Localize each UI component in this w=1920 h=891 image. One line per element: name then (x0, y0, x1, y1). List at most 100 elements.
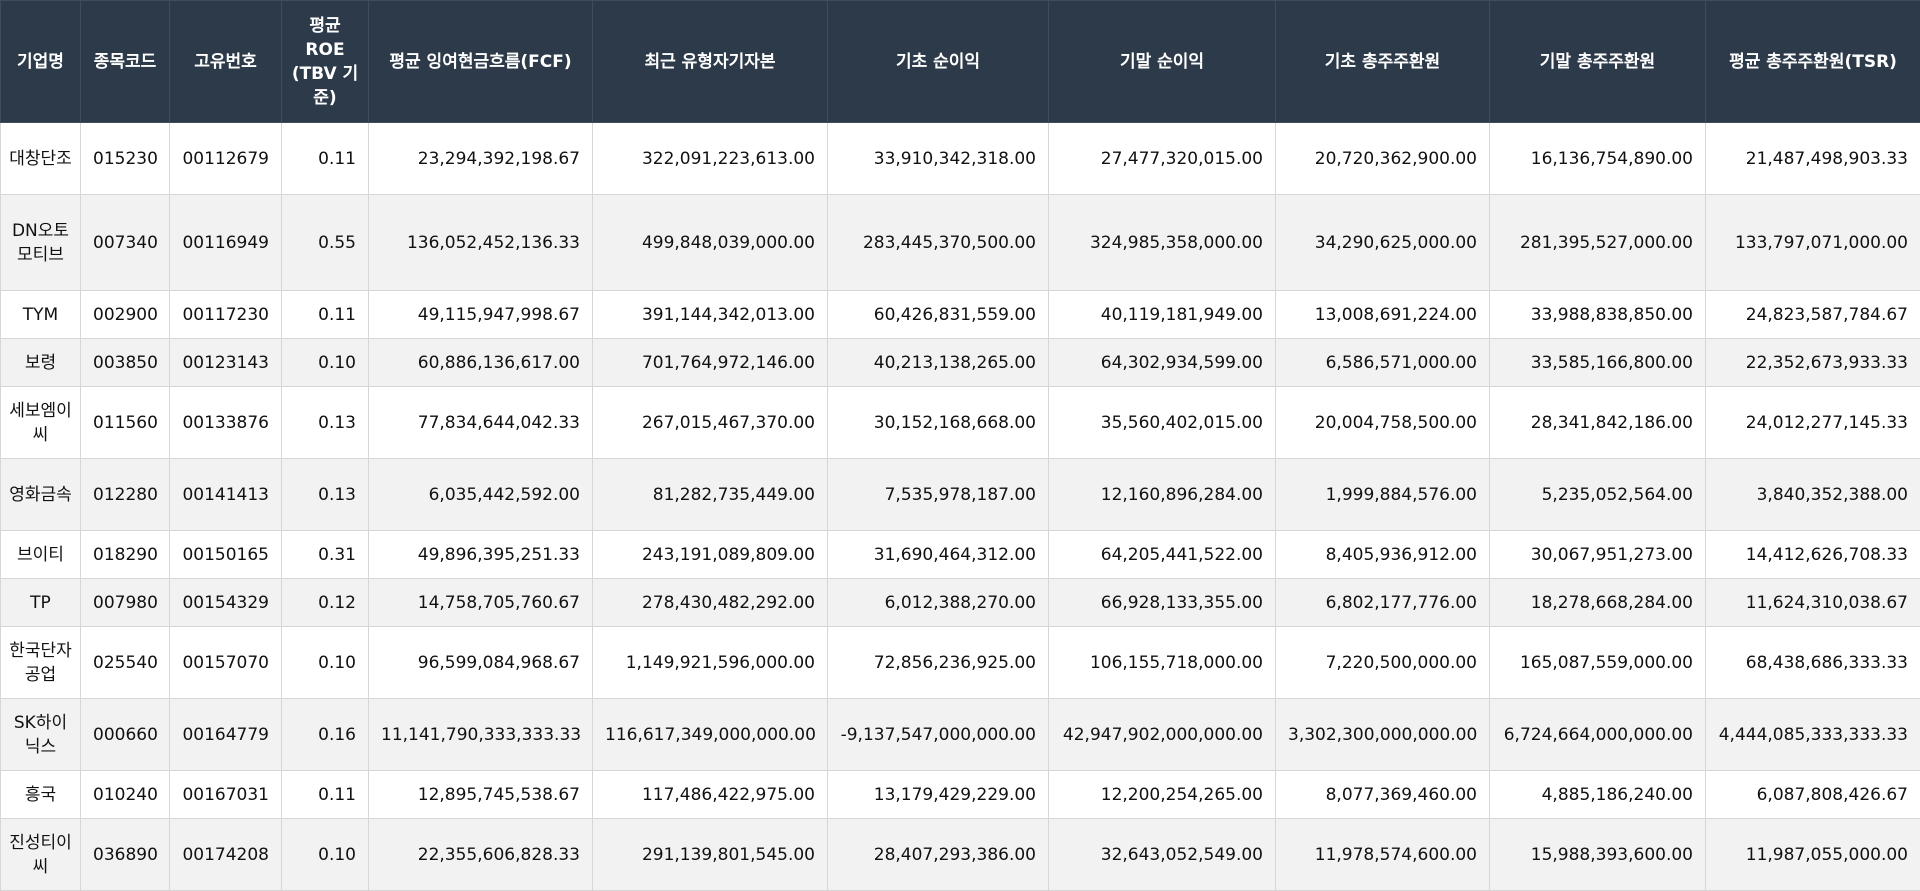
cell-stock-code: 000660 (81, 699, 170, 771)
cell-begin-shareholder-return: 34,290,625,000.00 (1276, 195, 1490, 291)
cell-end-net-income: 35,560,402,015.00 (1049, 387, 1276, 459)
cell-tangible-equity: 116,617,349,000,000.00 (593, 699, 828, 771)
header-end-shareholder-return[interactable]: 기말 총주주환원 (1490, 1, 1706, 123)
cell-avg-fcf: 49,896,395,251.33 (369, 531, 593, 579)
cell-corp-code: 00116949 (170, 195, 282, 291)
cell-end-shareholder-return: 165,087,559,000.00 (1490, 627, 1706, 699)
cell-stock-code: 007340 (81, 195, 170, 291)
cell-company-name: 대창단조 (1, 123, 81, 195)
cell-begin-net-income: 30,152,168,668.00 (828, 387, 1049, 459)
cell-avg-fcf: 96,599,084,968.67 (369, 627, 593, 699)
cell-begin-shareholder-return: 20,004,758,500.00 (1276, 387, 1490, 459)
cell-begin-net-income: 13,179,429,229.00 (828, 771, 1049, 819)
cell-company-name: DN오토모티브 (1, 195, 81, 291)
cell-tangible-equity: 701,764,972,146.00 (593, 339, 828, 387)
cell-corp-code: 00150165 (170, 531, 282, 579)
cell-avg-fcf: 77,834,644,042.33 (369, 387, 593, 459)
cell-end-shareholder-return: 6,724,664,000,000.00 (1490, 699, 1706, 771)
cell-end-net-income: 32,643,052,549.00 (1049, 819, 1276, 891)
cell-begin-shareholder-return: 8,405,936,912.00 (1276, 531, 1490, 579)
cell-begin-shareholder-return: 7,220,500,000.00 (1276, 627, 1490, 699)
cell-end-shareholder-return: 5,235,052,564.00 (1490, 459, 1706, 531)
cell-avg-tsr: 22,352,673,933.33 (1706, 339, 1920, 387)
cell-avg-fcf: 23,294,392,198.67 (369, 123, 593, 195)
cell-stock-code: 007980 (81, 579, 170, 627)
cell-end-shareholder-return: 4,885,186,240.00 (1490, 771, 1706, 819)
cell-begin-net-income: -9,137,547,000,000.00 (828, 699, 1049, 771)
header-avg-tsr[interactable]: 평균 총주주환원(TSR) (1706, 1, 1920, 123)
cell-begin-shareholder-return: 3,302,300,000,000.00 (1276, 699, 1490, 771)
cell-avg-fcf: 60,886,136,617.00 (369, 339, 593, 387)
cell-stock-code: 025540 (81, 627, 170, 699)
header-stock-code[interactable]: 종목코드 (81, 1, 170, 123)
cell-avg-tsr: 3,840,352,388.00 (1706, 459, 1920, 531)
cell-corp-code: 00154329 (170, 579, 282, 627)
cell-avg-roe: 0.10 (282, 627, 369, 699)
cell-corp-code: 00164779 (170, 699, 282, 771)
cell-avg-tsr: 11,624,310,038.67 (1706, 579, 1920, 627)
cell-avg-tsr: 24,012,277,145.33 (1706, 387, 1920, 459)
header-avg-fcf[interactable]: 평균 잉여현금흐름(FCF) (369, 1, 593, 123)
cell-avg-tsr: 14,412,626,708.33 (1706, 531, 1920, 579)
cell-end-net-income: 27,477,320,015.00 (1049, 123, 1276, 195)
cell-end-net-income: 64,302,934,599.00 (1049, 339, 1276, 387)
cell-begin-shareholder-return: 1,999,884,576.00 (1276, 459, 1490, 531)
cell-end-shareholder-return: 16,136,754,890.00 (1490, 123, 1706, 195)
header-avg-roe[interactable]: 평균 ROE (TBV 기준) (282, 1, 369, 123)
cell-avg-roe: 0.55 (282, 195, 369, 291)
cell-corp-code: 00133876 (170, 387, 282, 459)
cell-tangible-equity: 322,091,223,613.00 (593, 123, 828, 195)
cell-avg-tsr: 24,823,587,784.67 (1706, 291, 1920, 339)
header-begin-shareholder-return[interactable]: 기초 총주주환원 (1276, 1, 1490, 123)
cell-tangible-equity: 391,144,342,013.00 (593, 291, 828, 339)
cell-corp-code: 00112679 (170, 123, 282, 195)
header-corp-code[interactable]: 고유번호 (170, 1, 282, 123)
cell-tangible-equity: 291,139,801,545.00 (593, 819, 828, 891)
cell-begin-shareholder-return: 13,008,691,224.00 (1276, 291, 1490, 339)
cell-avg-fcf: 49,115,947,998.67 (369, 291, 593, 339)
cell-tangible-equity: 243,191,089,809.00 (593, 531, 828, 579)
cell-tangible-equity: 267,015,467,370.00 (593, 387, 828, 459)
cell-avg-roe: 0.11 (282, 291, 369, 339)
cell-begin-shareholder-return: 6,802,177,776.00 (1276, 579, 1490, 627)
cell-avg-fcf: 6,035,442,592.00 (369, 459, 593, 531)
cell-corp-code: 00167031 (170, 771, 282, 819)
header-company-name[interactable]: 기업명 (1, 1, 81, 123)
header-tangible-equity[interactable]: 최근 유형자기자본 (593, 1, 828, 123)
cell-avg-roe: 0.31 (282, 531, 369, 579)
cell-avg-tsr: 4,444,085,333,333.33 (1706, 699, 1920, 771)
cell-avg-tsr: 6,087,808,426.67 (1706, 771, 1920, 819)
cell-begin-net-income: 7,535,978,187.00 (828, 459, 1049, 531)
cell-end-net-income: 40,119,181,949.00 (1049, 291, 1276, 339)
cell-company-name: TYM (1, 291, 81, 339)
cell-avg-roe: 0.13 (282, 459, 369, 531)
table-header: 기업명 종목코드 고유번호 평균 ROE (TBV 기준) 평균 잉여현금흐름(… (1, 1, 1920, 123)
cell-avg-tsr: 21,487,498,903.33 (1706, 123, 1920, 195)
cell-begin-net-income: 60,426,831,559.00 (828, 291, 1049, 339)
cell-end-net-income: 66,928,133,355.00 (1049, 579, 1276, 627)
header-end-net-income[interactable]: 기말 순이익 (1049, 1, 1276, 123)
cell-begin-net-income: 72,856,236,925.00 (828, 627, 1049, 699)
cell-end-net-income: 12,200,254,265.00 (1049, 771, 1276, 819)
cell-stock-code: 002900 (81, 291, 170, 339)
cell-avg-fcf: 22,355,606,828.33 (369, 819, 593, 891)
cell-stock-code: 010240 (81, 771, 170, 819)
cell-company-name: 진성티이씨 (1, 819, 81, 891)
cell-tangible-equity: 81,282,735,449.00 (593, 459, 828, 531)
cell-end-shareholder-return: 18,278,668,284.00 (1490, 579, 1706, 627)
header-begin-net-income[interactable]: 기초 순이익 (828, 1, 1049, 123)
cell-end-shareholder-return: 15,988,393,600.00 (1490, 819, 1706, 891)
cell-begin-shareholder-return: 20,720,362,900.00 (1276, 123, 1490, 195)
cell-avg-roe: 0.11 (282, 771, 369, 819)
cell-stock-code: 012280 (81, 459, 170, 531)
cell-avg-fcf: 12,895,745,538.67 (369, 771, 593, 819)
